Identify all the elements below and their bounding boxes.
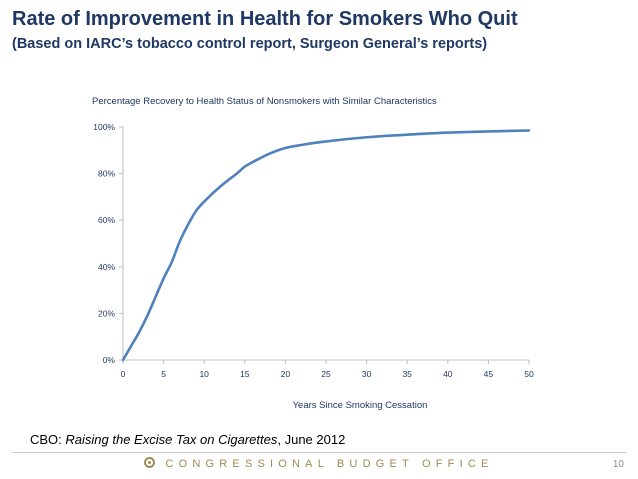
x-tick-label: 10 — [199, 369, 209, 379]
data-point — [528, 129, 530, 131]
x-tick-label: 35 — [402, 369, 412, 379]
chart-title: Percentage Recovery to Health Status of … — [92, 96, 437, 107]
y-axis: 0% 20% 40% 60% 80% 100% — [93, 122, 124, 365]
data-point — [203, 200, 205, 202]
y-tick-label: 40% — [98, 262, 115, 272]
data-point — [300, 144, 302, 146]
x-tick-label: 45 — [484, 369, 494, 379]
y-tick-label: 20% — [98, 308, 115, 318]
x-tick-label: 30 — [362, 369, 372, 379]
source-suffix: , June 2012 — [277, 432, 346, 447]
x-axis: 0 5 10 15 20 25 30 35 40 45 50 — [121, 359, 534, 379]
y-tick-label: 80% — [98, 169, 115, 179]
slide-title: Rate of Improvement in Health for Smoker… — [12, 8, 518, 30]
data-point — [154, 296, 156, 298]
footer-divider — [12, 452, 626, 453]
source-report-title: Raising the Excise Tax on Cigarettes — [65, 432, 278, 447]
y-tick-label: 60% — [98, 215, 115, 225]
data-point — [219, 185, 221, 187]
cbo-logo-icon — [144, 457, 156, 468]
data-point — [325, 140, 327, 142]
source-citation: CBO: Raising the Excise Tax on Cigarette… — [30, 432, 345, 447]
data-point — [162, 277, 164, 279]
page-number: 10 — [612, 459, 624, 470]
footer: CONGRESSIONAL BUDGET OFFICE — [0, 457, 638, 470]
x-tick-label: 0 — [121, 369, 126, 379]
x-axis-label: Years Since Smoking Cessation — [293, 400, 428, 411]
data-point — [195, 210, 197, 212]
data-point — [268, 153, 270, 155]
data-point — [235, 172, 237, 174]
series-line-recovery — [121, 129, 531, 362]
data-point — [171, 261, 173, 263]
data-point — [187, 224, 189, 226]
x-tick-label: 40 — [443, 369, 453, 379]
data-point — [252, 161, 254, 163]
y-tick-label: 0% — [103, 355, 116, 365]
source-prefix: CBO: — [30, 432, 66, 447]
recovery-line-chart: Percentage Recovery to Health Status of … — [92, 96, 534, 411]
x-tick-label: 20 — [281, 369, 291, 379]
x-tick-label: 5 — [161, 369, 166, 379]
x-tick-label: 25 — [321, 369, 331, 379]
x-tick-label: 15 — [240, 369, 250, 379]
data-point — [179, 240, 181, 242]
data-point — [406, 133, 408, 135]
data-point — [244, 165, 246, 167]
slide-subtitle: (Based on IARC’s tobacco control report,… — [12, 36, 488, 52]
data-point — [365, 136, 367, 138]
data-point — [146, 315, 148, 317]
footer-org-name: CONGRESSIONAL BUDGET OFFICE — [165, 458, 494, 470]
data-point — [122, 359, 124, 361]
data-point — [487, 130, 489, 132]
series-group — [121, 129, 531, 362]
data-point — [284, 147, 286, 149]
data-point — [130, 345, 132, 347]
y-tick-label: 100% — [93, 122, 115, 132]
data-point — [447, 131, 449, 133]
x-tick-label: 50 — [524, 369, 534, 379]
data-point — [138, 331, 140, 333]
